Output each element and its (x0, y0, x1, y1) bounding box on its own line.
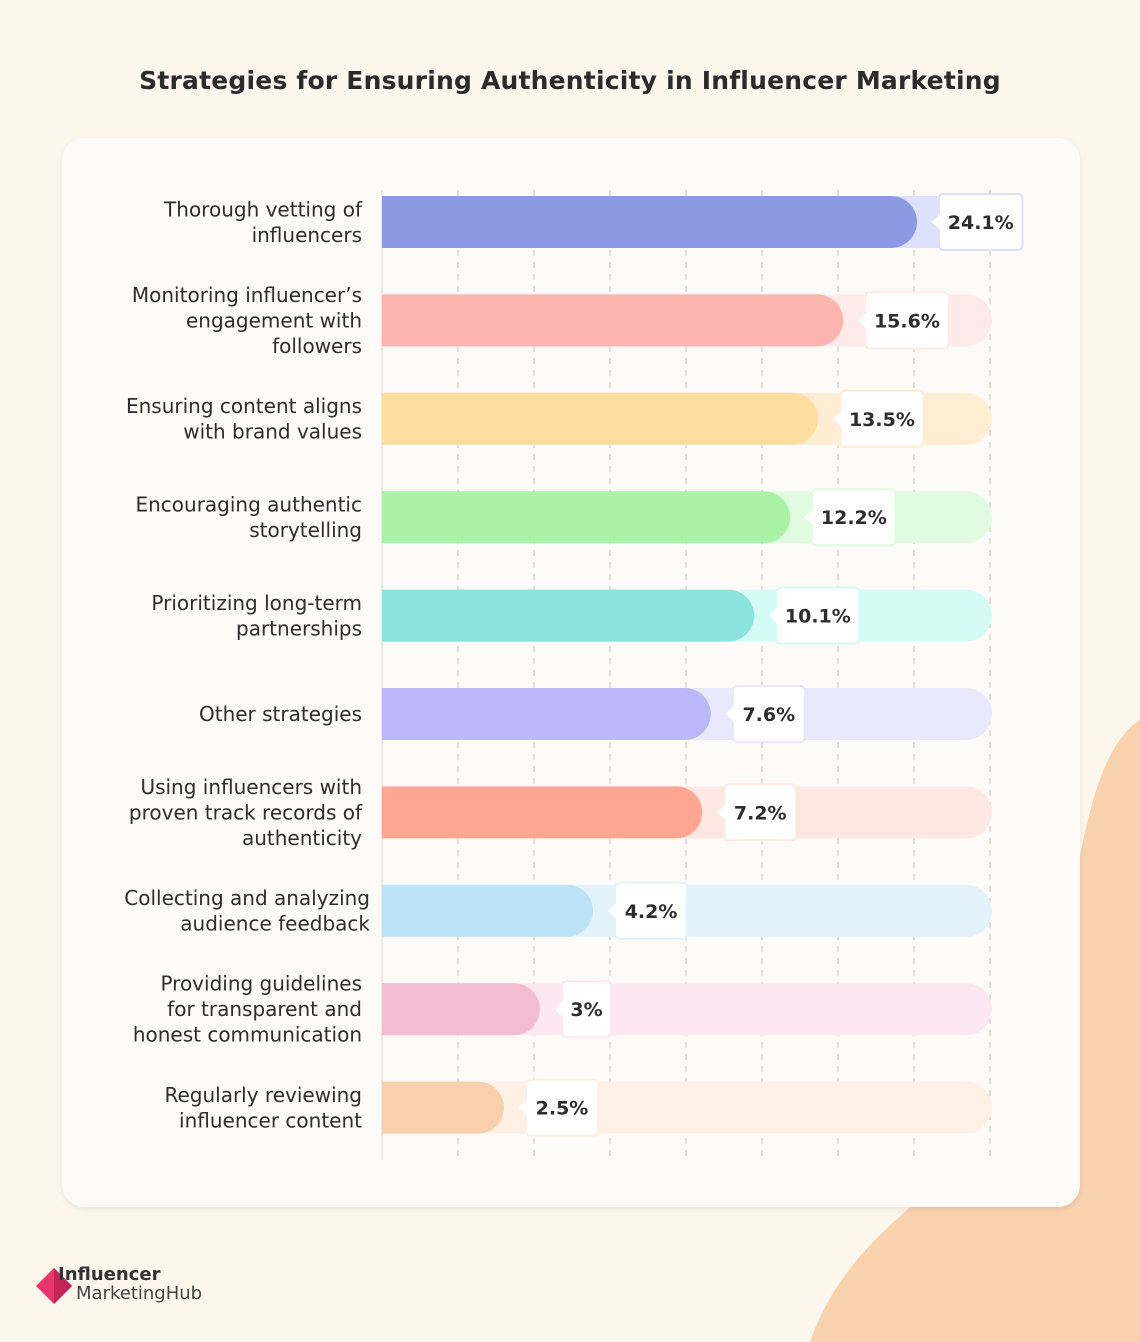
category-label: Prioritizing long-term partnerships (151, 591, 362, 641)
category-label-line: influencers (252, 223, 362, 247)
value-bubble (928, 193, 1024, 251)
bar-row: 4.2% Collecting and analyzing audience fee… (124, 881, 992, 940)
category-label-line: Providing guidelines (160, 972, 362, 996)
bar-row: 13.5% Ensuring content aligns with brand v… (126, 389, 992, 448)
category-label-line: Collecting and analyzing (124, 886, 370, 910)
bar-row: 12.2% Encouraging authentic storytelling (135, 488, 992, 547)
category-label-line: proven track records of (129, 800, 363, 824)
category-label-line: Other strategies (199, 702, 362, 726)
logo-line1: Influencer (58, 1264, 161, 1285)
category-label-line: Using influencers with (140, 775, 362, 799)
bar (382, 491, 791, 544)
value-bubble (515, 1078, 599, 1137)
bar-row: 15.6% Monitoring influencer’s engagement w… (132, 283, 992, 358)
value-label: 12.2% (821, 507, 887, 529)
value-label: 3% (570, 999, 602, 1021)
bar-row: 2.5% Regularly reviewing influencer conten… (164, 1078, 992, 1137)
bar-row: 7.2% Using influencers with proven track r… (129, 775, 992, 850)
category-label: Thorough vetting of influencers (163, 197, 363, 247)
value-label: 7.2% (734, 802, 787, 824)
bar-row: 10.1% Prioritizing long-term partnerships (151, 586, 992, 645)
category-label: Providing guidelines for transparent and h… (133, 972, 362, 1047)
category-label-line: Thorough vetting of (163, 197, 363, 221)
value-label: 2.5% (536, 1098, 589, 1120)
value-bubble (765, 586, 861, 645)
value-label: 13.5% (849, 409, 915, 431)
bar (382, 392, 819, 445)
category-label-line: Ensuring content aligns (126, 394, 362, 418)
bar (382, 983, 540, 1036)
bar (382, 589, 755, 642)
bar (382, 294, 844, 347)
logo-line2: MarketingHub (76, 1283, 203, 1304)
category-label-line: for transparent and (167, 997, 362, 1021)
category-label-line: Monitoring influencer’s (132, 283, 362, 307)
category-label: Ensuring content aligns with brand values (126, 394, 362, 444)
category-label-line: engagement with (186, 308, 362, 332)
bar (382, 786, 703, 839)
category-label-line: partnerships (236, 616, 362, 640)
bar-row: 7.6% Other strategies (199, 685, 992, 743)
category-label: Other strategies (199, 702, 362, 726)
category-label-line: authenticity (242, 826, 362, 850)
category-label-line: Prioritizing long-term (151, 591, 362, 615)
category-label-line: with brand values (183, 420, 362, 444)
bar (382, 196, 917, 248)
category-label-line: storytelling (249, 518, 362, 542)
value-label: 7.6% (742, 704, 795, 726)
category-label: Regularly reviewing influencer content (164, 1083, 362, 1133)
category-label-line: Regularly reviewing (164, 1083, 362, 1107)
chart-title: Strategies for Ensuring Authenticity in … (139, 66, 1001, 95)
bar (382, 1081, 505, 1134)
bar (382, 688, 711, 740)
value-label: 15.6% (874, 310, 940, 332)
category-label: Encouraging authentic storytelling (135, 492, 362, 542)
bar-row: 3% Providing guidelines for transparent an… (133, 972, 992, 1047)
category-label-line: followers (272, 334, 362, 358)
value-bubble (722, 685, 806, 743)
value-bubble (801, 488, 897, 547)
category-label-line: influencer content (179, 1108, 362, 1132)
category-label: Using influencers with proven track recor… (129, 775, 363, 850)
value-bubble (854, 291, 950, 350)
value-label: 10.1% (785, 606, 851, 628)
value-label: 24.1% (948, 212, 1014, 234)
category-label-line: audience feedback (180, 912, 370, 936)
value-bubble (829, 389, 925, 448)
bar (382, 884, 594, 937)
value-bubble (713, 783, 798, 842)
category-label-line: Encouraging authentic (135, 492, 362, 516)
logo-mark-icon (36, 1268, 72, 1304)
category-label: Collecting and analyzing audience feedbac… (124, 886, 370, 936)
category-label-line: honest communication (133, 1023, 362, 1047)
value-bubble (604, 881, 689, 940)
bar-row: 24.1% Thorough vetting of influencers (163, 193, 1024, 251)
value-label: 4.2% (625, 901, 678, 923)
category-label: Monitoring influencer’s engagement with fo… (132, 283, 362, 358)
value-bubble (551, 980, 612, 1039)
